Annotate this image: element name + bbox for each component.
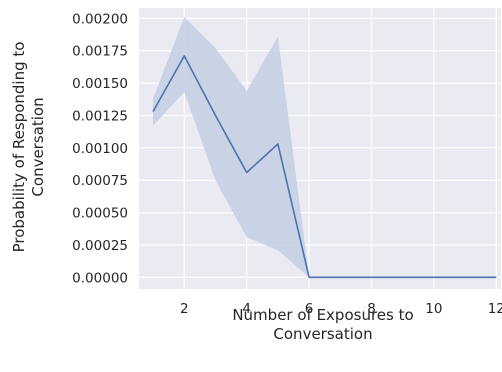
x-tick-label: 4 [242,301,251,317]
y-tick-label: 0.00175 [72,44,128,60]
x-axis-label-line-2: Conversation [273,325,372,343]
y-tick-label: 0.00000 [72,270,128,286]
series-line [152,55,497,279]
y-axis-label-line-2: Conversation [29,97,47,196]
x-tick-label: 8 [367,301,376,317]
y-tick-label: 0.00200 [72,11,128,27]
y-tick-label: 0.00050 [72,206,128,222]
y-tick-label: 0.00100 [72,141,128,157]
y-axis-label-line-1: Probability of Responding to [10,42,28,253]
y-tick-label: 0.00025 [72,238,128,254]
x-tick-label: 6 [305,301,314,317]
x-tick-labels: 2 4 6 8 10 12 [180,301,502,317]
y-tick-label: 0.00150 [72,76,128,92]
confidence-band [153,17,497,278]
x-tick-label: 2 [180,301,189,317]
x-tick-label: 12 [488,301,502,317]
x-tick-label: 10 [425,301,442,317]
y-tick-label: 0.00125 [72,108,128,124]
x-axis-label-line-1: Number of Exposures to [232,306,413,324]
y-tick-labels: 0.00000 0.00025 0.00050 0.00075 0.00100 0.001… [72,11,128,286]
y-tick-label: 0.00075 [72,173,128,189]
